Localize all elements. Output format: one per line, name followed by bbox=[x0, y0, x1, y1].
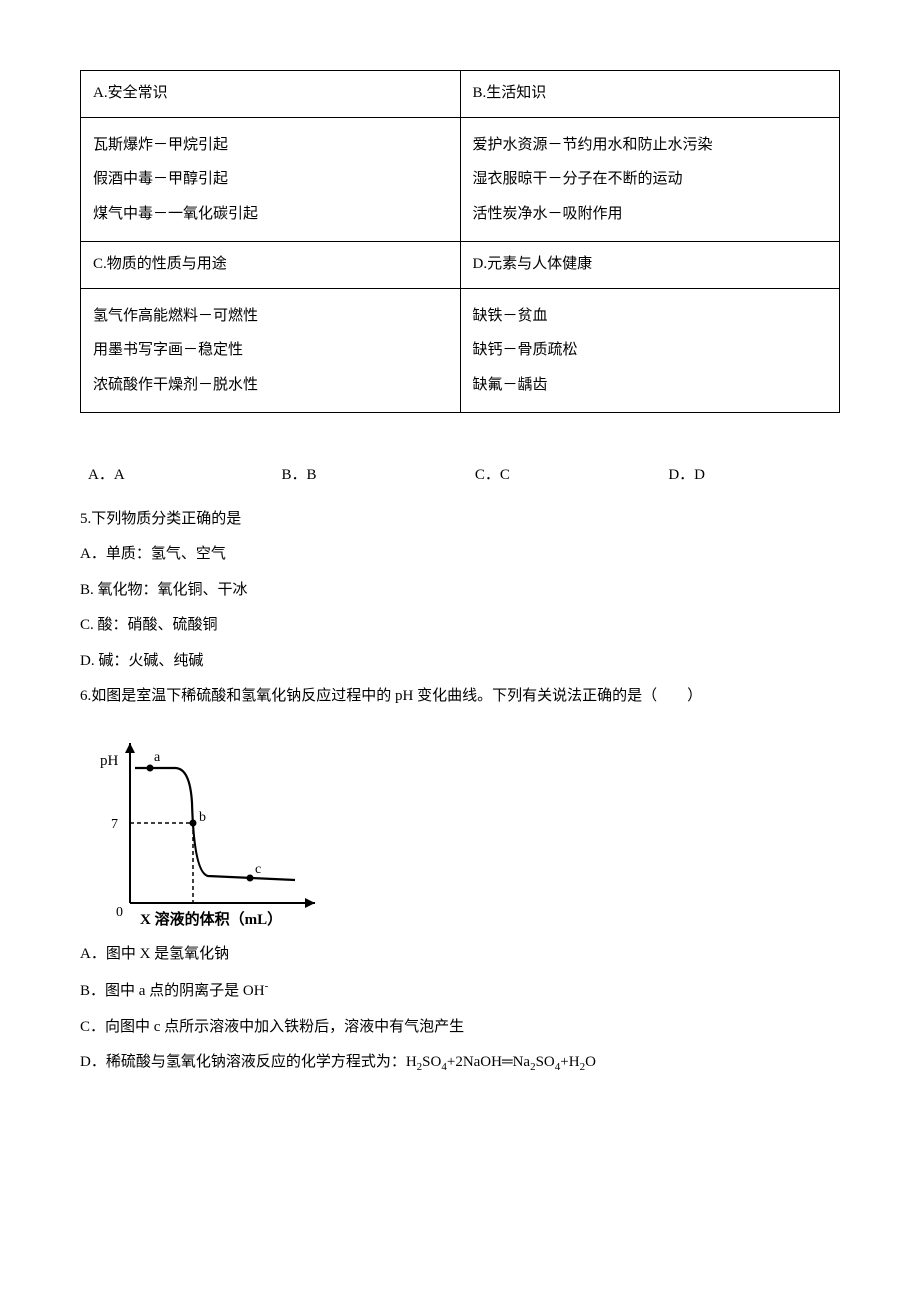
line-C2: 浓硫酸作干燥剂－脱水性 bbox=[93, 368, 448, 403]
cell-A-head: A.安全常识 bbox=[81, 71, 461, 118]
cell-B-body: 爱护水资源－节约用水和防止水污染 湿衣服晾干－分子在不断的运动 活性炭净水－吸附… bbox=[460, 117, 840, 242]
ph-chart: a b c 7 pH 0 X 溶液的体积（mL） bbox=[80, 728, 840, 928]
line-A1: 假酒中毒－甲醇引起 bbox=[93, 162, 448, 197]
q5-options: A．单质：氢气、空气 B. 氧化物：氧化铜、干冰 C. 酸：硝酸、硫酸铜 D. … bbox=[80, 542, 840, 674]
q4-opt-c: C．C bbox=[475, 463, 639, 489]
line-A0: 瓦斯爆炸－甲烷引起 bbox=[93, 128, 448, 163]
q5-opt-b: B. 氧化物：氧化铜、干冰 bbox=[80, 578, 840, 604]
q4-opt-d: D．D bbox=[668, 463, 832, 489]
q4-options: A．A B．B C．C D．D bbox=[80, 463, 840, 489]
head-D: D.元素与人体健康 bbox=[473, 256, 593, 272]
label-c: c bbox=[255, 862, 261, 877]
line-B0: 爱护水资源－节约用水和防止水污染 bbox=[473, 128, 828, 163]
q6-opt-c: C．向图中 c 点所示溶液中加入铁粉后，溶液中有气泡产生 bbox=[80, 1015, 840, 1041]
point-a bbox=[147, 764, 154, 771]
line-A2: 煤气中毒－一氧化碳引起 bbox=[93, 197, 448, 232]
line-D1: 缺钙－骨质疏松 bbox=[473, 333, 828, 368]
cell-D-head: D.元素与人体健康 bbox=[460, 242, 840, 289]
q4-opt-b: B．B bbox=[281, 463, 445, 489]
q5-stem: 5.下列物质分类正确的是 bbox=[80, 507, 840, 533]
cell-C-body: 氢气作高能燃料－可燃性 用墨书写字画－稳定性 浓硫酸作干燥剂－脱水性 bbox=[81, 288, 461, 413]
label-b: b bbox=[199, 810, 206, 825]
q5-opt-c: C. 酸：硝酸、硫酸铜 bbox=[80, 613, 840, 639]
point-c bbox=[247, 874, 254, 881]
line-C0: 氢气作高能燃料－可燃性 bbox=[93, 299, 448, 334]
knowledge-table: A.安全常识 B.生活知识 瓦斯爆炸－甲烷引起 假酒中毒－甲醇引起 煤气中毒－一… bbox=[80, 70, 840, 413]
q6-stem: 6.如图是室温下稀硫酸和氢氧化钠反应过程中的 pH 变化曲线。下列有关说法正确的… bbox=[80, 684, 840, 710]
q6-opt-a: A．图中 X 是氢氧化钠 bbox=[80, 942, 840, 968]
ytick-7: 7 bbox=[111, 817, 118, 832]
head-A: A.安全常识 bbox=[93, 85, 168, 101]
line-C1: 用墨书写字画－稳定性 bbox=[93, 333, 448, 368]
cell-D-body: 缺铁－贫血 缺钙－骨质疏松 缺氟－龋齿 bbox=[460, 288, 840, 413]
head-B: B.生活知识 bbox=[473, 85, 547, 101]
line-B2: 活性炭净水－吸附作用 bbox=[473, 197, 828, 232]
cell-A-body: 瓦斯爆炸－甲烷引起 假酒中毒－甲醇引起 煤气中毒－一氧化碳引起 bbox=[81, 117, 461, 242]
q5-opt-a: A．单质：氢气、空气 bbox=[80, 542, 840, 568]
q6-opt-b: B．图中 a 点的阴离子是 OH- bbox=[80, 977, 840, 1005]
q4-opt-a: A．A bbox=[88, 463, 252, 489]
line-D0: 缺铁－贫血 bbox=[473, 299, 828, 334]
cell-C-head: C.物质的性质与用途 bbox=[81, 242, 461, 289]
xlabel: X 溶液的体积（mL） bbox=[140, 910, 282, 928]
head-C: C.物质的性质与用途 bbox=[93, 256, 227, 272]
ylabel: pH bbox=[100, 753, 119, 769]
line-D2: 缺氟－龋齿 bbox=[473, 368, 828, 403]
q6-options: A．图中 X 是氢氧化钠 B．图中 a 点的阴离子是 OH- C．向图中 c 点… bbox=[80, 942, 840, 1077]
line-B1: 湿衣服晾干－分子在不断的运动 bbox=[473, 162, 828, 197]
q5-opt-d: D. 碱：火碱、纯碱 bbox=[80, 649, 840, 675]
origin-label: 0 bbox=[116, 905, 123, 920]
cell-B-head: B.生活知识 bbox=[460, 71, 840, 118]
q6-opt-d: D．稀硫酸与氢氧化钠溶液反应的化学方程式为：H2SO4+2NaOH═Na2SO4… bbox=[80, 1050, 840, 1077]
ph-curve bbox=[135, 768, 295, 880]
y-arrow-icon bbox=[125, 743, 135, 753]
ph-chart-svg: a b c 7 pH 0 X 溶液的体积（mL） bbox=[80, 728, 340, 928]
x-arrow-icon bbox=[305, 898, 315, 908]
label-a: a bbox=[154, 750, 161, 765]
